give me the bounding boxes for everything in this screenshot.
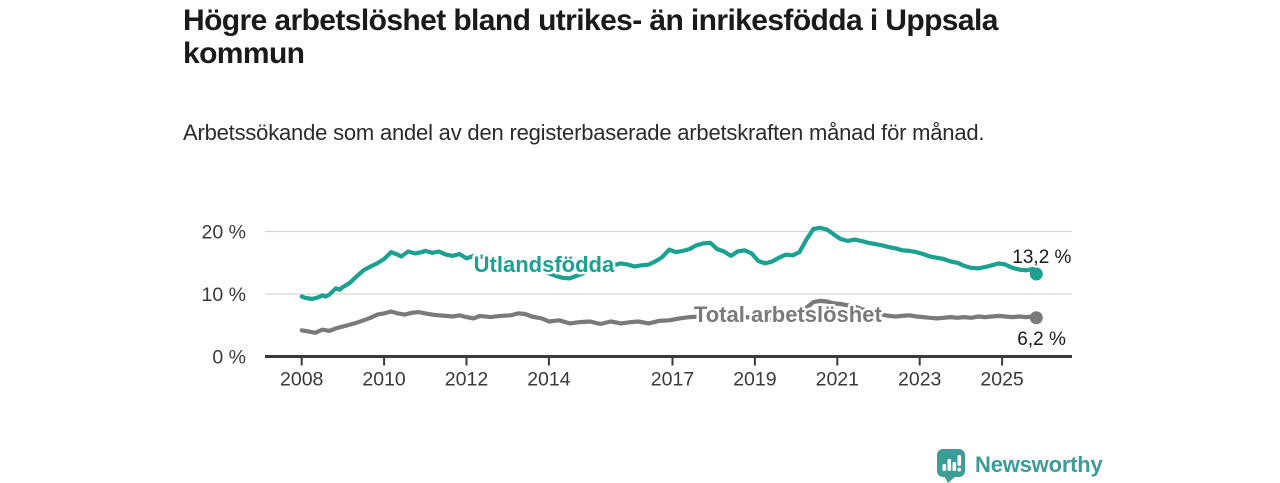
y-tick-label: 0 % xyxy=(212,347,246,369)
x-tick-label: 2021 xyxy=(816,369,859,391)
end-value-label: 6,2 % xyxy=(1017,329,1066,350)
x-tick-label: 2012 xyxy=(445,369,488,391)
chart-subtitle: Arbetssökande som andel av den registerb… xyxy=(183,120,985,145)
page-title: Högre arbetslöshet bland utrikes- än inr… xyxy=(183,4,998,70)
x-tick-label: 2025 xyxy=(980,369,1024,391)
series-end-dot xyxy=(1029,267,1043,281)
gridlines xyxy=(265,230,1072,295)
y-axis: 0 % 10 % 20 % xyxy=(202,222,246,369)
x-tick-label: 2019 xyxy=(733,369,776,391)
x-tick-label: 2010 xyxy=(362,369,406,391)
series-line xyxy=(299,298,1039,335)
x-tick-label: 2008 xyxy=(280,369,323,391)
y-tick-label: 20 % xyxy=(202,222,246,244)
bar-chart-speech-bubble-icon xyxy=(937,449,965,483)
x-tick-label: 2017 xyxy=(651,369,694,391)
series-end-dot xyxy=(1029,311,1043,325)
series-label: Total arbetslöshet xyxy=(694,302,883,327)
brand-wordmark: Newsworthy xyxy=(975,452,1103,477)
x-tick-label: 2014 xyxy=(527,369,571,391)
series-label: Utlandsfödda xyxy=(474,252,615,277)
x-axis: 2008 2010 2012 2014 2017 2019 2021 2023 2025 xyxy=(265,355,1072,391)
series-total: Total arbetslöshet 6,2 % xyxy=(299,298,1068,352)
series-line xyxy=(299,225,1039,302)
y-tick-label: 10 % xyxy=(202,284,246,306)
end-value-label: 13,2 % xyxy=(1012,247,1071,268)
x-tick-label: 2023 xyxy=(898,369,941,391)
newsworthy-logo: Newsworthy xyxy=(936,447,1103,483)
series-utlandsfodda: Utlandsfödda 13,2 % xyxy=(299,225,1074,302)
